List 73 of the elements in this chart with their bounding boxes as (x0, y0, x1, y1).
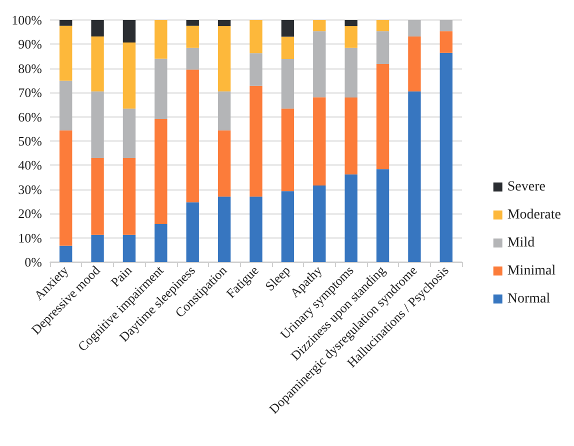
legend-label: Severe (507, 180, 546, 194)
y-tick-label: 20% (18, 206, 42, 222)
y-tick-label: 100% (12, 12, 42, 28)
bar (313, 20, 326, 32)
y-tick-label: 60% (18, 109, 42, 124)
bar (250, 86, 262, 197)
bar (60, 130, 72, 246)
bar (281, 191, 294, 262)
bar (344, 48, 358, 98)
bar (344, 174, 358, 262)
bar (440, 52, 452, 262)
y-tick-label: 40% (18, 158, 42, 173)
bar (313, 31, 326, 98)
bar (376, 20, 390, 32)
bar (440, 20, 452, 32)
legend-label: Minimal (507, 264, 556, 278)
bar (122, 108, 136, 158)
y-tick-label: 80% (18, 60, 42, 76)
bar (408, 91, 421, 262)
bar (376, 169, 390, 262)
y-tick-label: 30% (18, 182, 42, 197)
bar (218, 196, 231, 262)
bar (154, 224, 168, 262)
legend-label: Normal (507, 292, 550, 306)
bar (344, 26, 358, 48)
bar (186, 202, 199, 262)
y-tick-label: 70% (18, 85, 42, 100)
bar (218, 91, 231, 130)
bar (122, 158, 136, 235)
bar (281, 58, 294, 109)
bar (122, 234, 136, 262)
legend-label: Moderate (507, 208, 562, 222)
bar (344, 97, 358, 174)
bar (218, 130, 231, 197)
y-tick-label: 10% (18, 230, 42, 246)
y-tick-label: 0% (24, 254, 42, 270)
bar (218, 26, 231, 92)
bar (91, 36, 104, 92)
bar (313, 186, 326, 262)
bar (186, 20, 199, 26)
legend-label: Mild (507, 236, 535, 250)
bar (281, 108, 294, 192)
bar (408, 36, 421, 92)
bar (154, 118, 168, 224)
bar (60, 20, 72, 26)
bar (250, 196, 262, 262)
bar (154, 58, 168, 119)
bar (408, 20, 421, 36)
bar (250, 53, 262, 86)
bar (344, 20, 358, 26)
bar (218, 20, 231, 26)
bar (122, 20, 136, 43)
bar (376, 31, 390, 64)
bar (60, 26, 72, 81)
bar (122, 42, 136, 109)
bar (91, 158, 104, 235)
bar (281, 20, 294, 37)
bar (91, 91, 104, 158)
bar (250, 20, 262, 54)
bar (376, 64, 390, 170)
bar (186, 48, 199, 70)
bar (186, 26, 199, 48)
bar (91, 20, 104, 36)
bar (186, 70, 199, 202)
bar (60, 246, 72, 262)
bar (313, 97, 326, 186)
bar (91, 234, 104, 262)
bar (60, 80, 72, 130)
y-tick-label: 50% (18, 134, 42, 148)
y-tick-label: 90% (18, 36, 42, 52)
bar (281, 36, 294, 59)
bar (154, 20, 168, 59)
bar (440, 31, 452, 53)
